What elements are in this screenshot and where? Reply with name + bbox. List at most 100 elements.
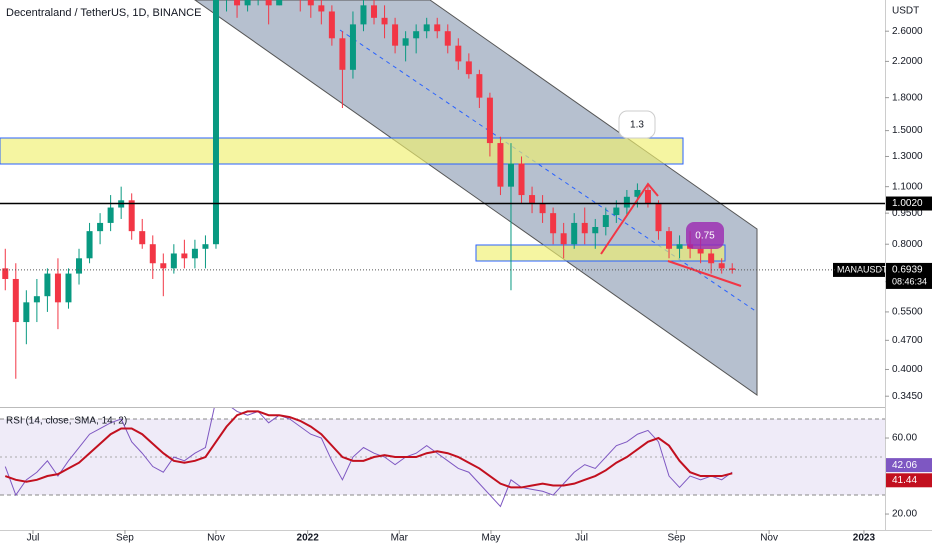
candle-body: [107, 207, 114, 223]
candle-body: [676, 244, 683, 249]
candle-body: [518, 163, 525, 196]
rsi-label-bg: [886, 458, 932, 473]
candle-body: [318, 5, 325, 12]
y-tick-label: 20.00: [892, 509, 917, 520]
x-tick-label: Mar: [391, 533, 409, 544]
candle-body: [413, 31, 420, 39]
candle-body: [202, 244, 209, 249]
candle-body: [23, 302, 30, 323]
trend-line: [600, 182, 659, 255]
candle-body: [507, 163, 514, 187]
zone-label: 1.3: [630, 120, 644, 131]
candle-body: [276, 0, 283, 6]
zone-label: 0.75: [695, 231, 715, 242]
y-tick-label: 0.9500: [892, 208, 923, 219]
candle-body: [360, 5, 367, 25]
candle-body: [455, 45, 462, 62]
x-tick-label: May: [482, 533, 501, 544]
rsi-line: [4, 410, 733, 489]
candle-body: [128, 200, 135, 232]
x-tick-label: Nov: [760, 533, 778, 544]
candle-body: [244, 0, 251, 6]
y-tick-label: 2.2000: [892, 56, 923, 67]
candle-body: [65, 273, 72, 303]
y-unit: USDT: [892, 6, 919, 17]
candle-body: [160, 263, 167, 269]
candle-body: [170, 253, 177, 269]
candle-body: [623, 196, 630, 208]
candle-body: [265, 0, 272, 6]
candle-body: [402, 38, 409, 46]
rsi-title: RSI (14, close, SMA, 14, 2): [6, 416, 127, 427]
candle-body: [497, 143, 504, 187]
rsi-label-bg: [886, 473, 932, 488]
candle-body: [550, 213, 557, 234]
countdown: 08:46:34: [892, 276, 927, 286]
candle-body: [149, 244, 156, 264]
candle-body: [2, 268, 9, 279]
y-tick-label: 1.8000: [892, 92, 923, 103]
y-tick-label: 0.8000: [892, 239, 923, 250]
candle-body: [581, 222, 588, 234]
candle-body: [602, 215, 609, 227]
y-tick-label: 1.5000: [892, 125, 923, 136]
y-tick-label: 0.4700: [892, 335, 923, 346]
candle-body: [33, 296, 40, 303]
candle-body: [718, 263, 725, 269]
candle-body: [571, 222, 578, 245]
x-tick-label: Jul: [27, 533, 40, 544]
candle-body: [97, 222, 104, 232]
y-tick-label: 2.6000: [892, 26, 923, 37]
symbol-label: MANAUSDT: [837, 264, 888, 274]
candle-body: [644, 189, 651, 204]
candle-body: [44, 273, 51, 297]
x-tick-label: 2023: [853, 533, 876, 544]
candle-body: [434, 24, 441, 32]
level-label: 1.0020: [892, 198, 923, 209]
last-price-bg: [886, 262, 932, 289]
chart-title: Decentraland / TetherUS, 1D, BINANCE: [6, 7, 201, 19]
x-tick-label: Nov: [207, 533, 225, 544]
level-label-bg: [886, 196, 932, 211]
candle-body: [655, 203, 662, 232]
candle-body: [212, 0, 219, 245]
x-tick-label: Sep: [667, 533, 685, 544]
rsi-last-label: 41.44: [892, 475, 917, 486]
rsi-last-label: 42.06: [892, 460, 917, 471]
candle-body: [486, 97, 493, 144]
y-tick-label: 0.5500: [892, 307, 923, 318]
x-tick-label: Jul: [575, 533, 588, 544]
candle-body: [465, 61, 472, 75]
candle-body: [12, 278, 19, 323]
y-tick-label: 60.00: [892, 433, 917, 444]
candle-body: [539, 203, 546, 214]
candle-body: [613, 207, 620, 216]
candle-body: [307, 0, 314, 6]
y-tick-label: 1.1000: [892, 181, 923, 192]
candle-body: [139, 231, 146, 245]
candle-body: [529, 195, 536, 204]
channel: [194, 0, 758, 396]
candle-body: [86, 231, 93, 259]
candle-body: [339, 38, 346, 70]
candle-body: [328, 11, 335, 39]
candle-body: [181, 253, 188, 259]
candle-body: [234, 0, 241, 6]
trend-line: [667, 260, 742, 287]
candle-body: [191, 248, 198, 259]
zone: [0, 137, 684, 165]
candle-body: [54, 273, 61, 303]
candle-body: [729, 268, 736, 270]
x-tick-label: 2022: [297, 533, 320, 544]
candle-body: [76, 258, 83, 274]
candle-body: [708, 253, 715, 264]
candle-body: [349, 24, 356, 70]
candle-body: [592, 226, 599, 234]
candle-body: [444, 31, 451, 46]
y-tick-label: 0.4000: [892, 364, 923, 375]
channel-mid: [339, 29, 758, 313]
candle-body: [423, 24, 430, 32]
x-tick-label: Sep: [116, 533, 134, 544]
candle-body: [666, 231, 673, 249]
